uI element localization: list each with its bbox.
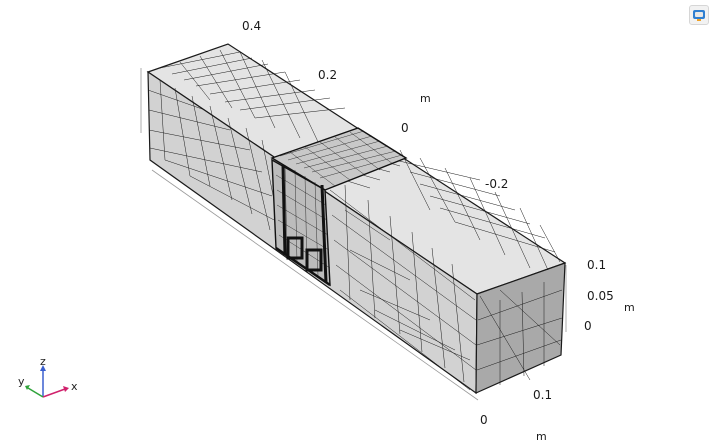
end-face bbox=[475, 262, 566, 394]
y-tick-0: 0.4 bbox=[242, 19, 262, 33]
x-tick-1: 0.1 bbox=[533, 388, 553, 402]
y-tick-1: 0.2 bbox=[318, 68, 338, 82]
x-tick-0: 0 bbox=[480, 413, 488, 427]
z-tick-2: 0 bbox=[584, 319, 592, 333]
z-axis-unit: m bbox=[624, 301, 635, 314]
z-tick-0: 0.1 bbox=[587, 258, 607, 272]
axis-lines bbox=[140, 68, 567, 401]
y-tick-2: 0 bbox=[401, 121, 409, 135]
triad-y-label: y bbox=[18, 375, 25, 388]
comsol-logo-icon bbox=[693, 10, 705, 21]
mesh-edges bbox=[147, 49, 563, 391]
triad-x-label: x bbox=[71, 380, 78, 393]
z-tick-1: 0.05 bbox=[587, 289, 614, 303]
triad-z-label: z bbox=[40, 355, 46, 368]
x-axis-unit: m bbox=[536, 430, 547, 443]
y-axis-unit: m bbox=[420, 92, 431, 105]
y-tick-3: -0.2 bbox=[485, 177, 509, 191]
logo-button[interactable] bbox=[689, 5, 709, 25]
refined-mesh-region bbox=[270, 127, 408, 287]
orientation-triad: z x y bbox=[10, 355, 85, 410]
